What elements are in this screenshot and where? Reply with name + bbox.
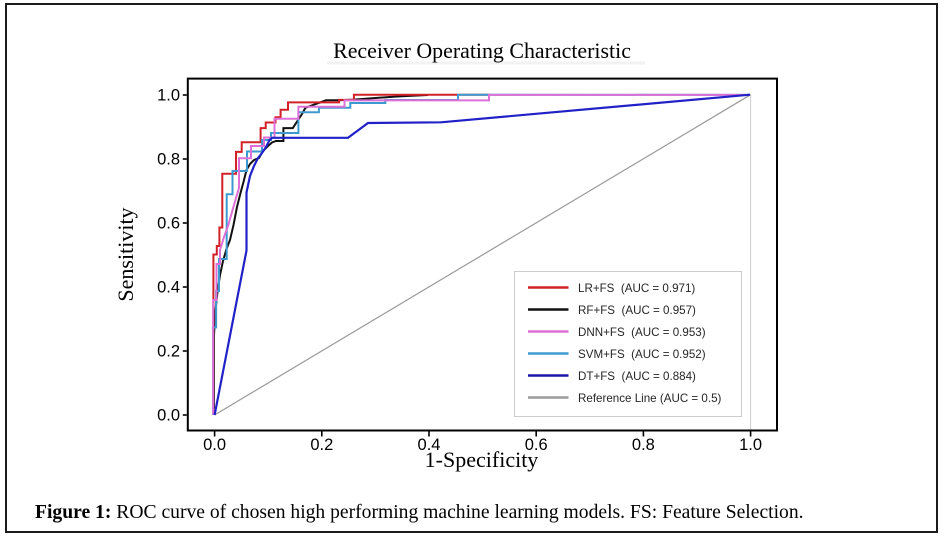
svg-text:1.0: 1.0 (739, 436, 762, 454)
svg-text:0.4: 0.4 (418, 436, 441, 454)
svg-text:Reference Line (AUC = 0.5): Reference Line (AUC = 0.5) (578, 392, 722, 405)
svg-text:LR+FS (AUC = 0.971): LR+FS (AUC = 0.971) (578, 282, 695, 295)
svg-text:DT+FS (AUC = 0.884): DT+FS (AUC = 0.884) (578, 370, 696, 383)
svg-text:0.2: 0.2 (310, 436, 333, 454)
svg-text:0.8: 0.8 (632, 436, 655, 454)
svg-text:0.2: 0.2 (157, 343, 180, 361)
svg-text:Sensitivity: Sensitivity (113, 207, 138, 301)
svg-text:1-Specificity: 1-Specificity (425, 447, 539, 472)
svg-text:RF+FS (AUC = 0.957): RF+FS (AUC = 0.957) (578, 304, 696, 317)
svg-text:SVM+FS (AUC = 0.952): SVM+FS (AUC = 0.952) (578, 348, 706, 361)
svg-text:0.4: 0.4 (157, 279, 180, 297)
svg-text:0.6: 0.6 (157, 215, 180, 233)
svg-text:1.0: 1.0 (157, 87, 180, 105)
svg-text:0.8: 0.8 (157, 151, 180, 169)
svg-text:0.6: 0.6 (525, 436, 548, 454)
svg-text:Receiver Operating Characteris: Receiver Operating Characteristic (333, 38, 631, 63)
svg-text:Figure 1: ROC curve of chosen: Figure 1: ROC curve of chosen high perfo… (35, 502, 804, 523)
svg-text:DNN+FS (AUC = 0.953): DNN+FS (AUC = 0.953) (578, 326, 706, 339)
svg-text:0.0: 0.0 (157, 407, 180, 425)
svg-text:0.0: 0.0 (203, 436, 226, 454)
